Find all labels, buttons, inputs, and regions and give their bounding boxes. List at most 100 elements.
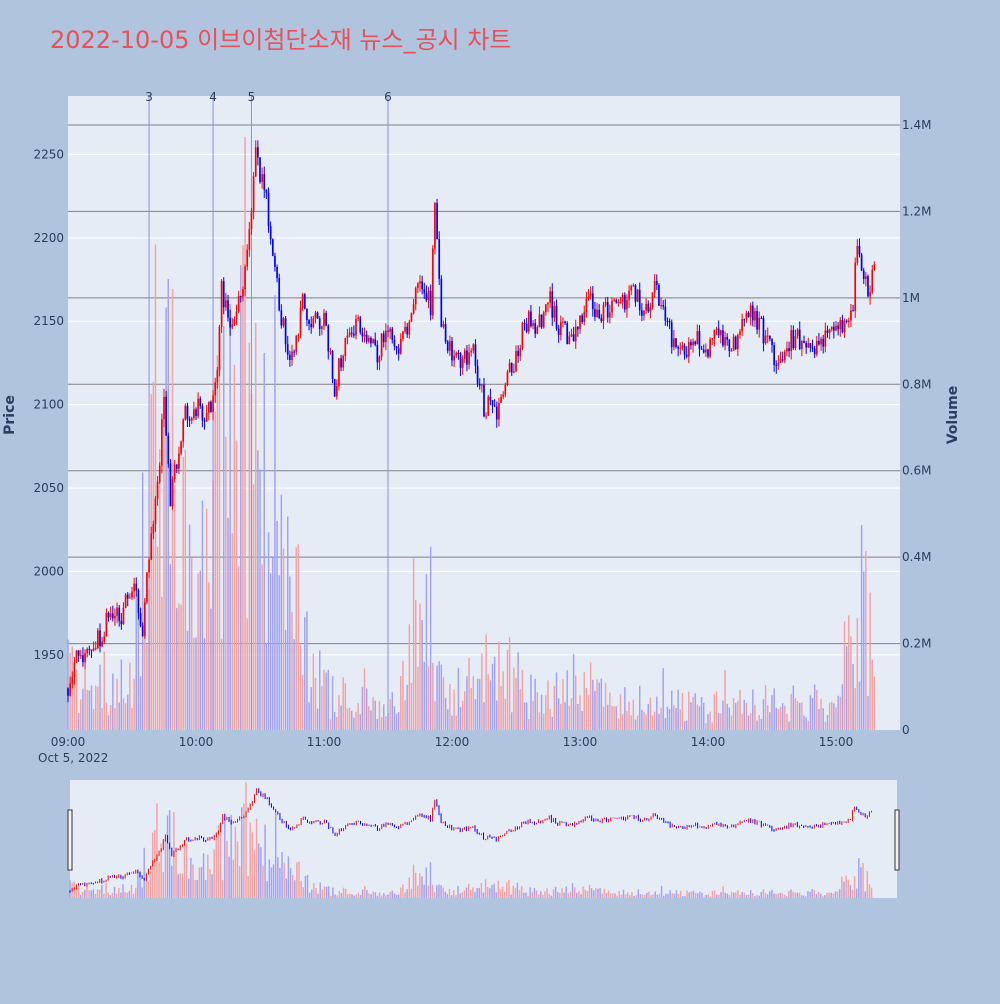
candle-body	[261, 174, 263, 183]
volume-bar	[560, 703, 562, 730]
range-slider-volume-bar	[650, 895, 652, 898]
range-slider-volume-bar	[686, 890, 688, 898]
volume-bar	[312, 653, 315, 730]
volume-bar	[749, 713, 752, 730]
candle-body	[158, 465, 161, 482]
range-slider-volume-bar	[569, 891, 572, 898]
volume-bar	[124, 703, 127, 730]
volume-bar	[489, 680, 492, 730]
range-slider-volume-bar	[378, 892, 381, 898]
volume-bar	[397, 712, 400, 730]
candle-body	[90, 649, 93, 651]
range-slider-volume-bar	[853, 876, 856, 898]
candle-body	[545, 304, 547, 313]
candle-body	[101, 641, 103, 647]
volume-bars	[67, 137, 876, 731]
volume-bar	[668, 709, 671, 730]
candle-body	[291, 351, 293, 361]
candle-body	[171, 479, 174, 507]
range-slider-volume-bar	[207, 854, 209, 898]
candle-body	[828, 329, 831, 333]
range-slider-volume-bar	[737, 890, 739, 898]
range-slider-right-handle[interactable]	[894, 809, 900, 871]
volume-bar	[801, 702, 803, 730]
candle-body	[647, 303, 650, 312]
candle-body	[585, 298, 588, 313]
volume-bar	[272, 557, 274, 730]
volume-bar	[368, 706, 370, 730]
candle-body	[82, 655, 84, 663]
range-slider-volume-bar	[529, 887, 531, 898]
range-slider-volume-bar	[247, 876, 249, 898]
candle-body	[109, 613, 112, 618]
range-slider-volume-bar	[334, 894, 336, 898]
volume-bar	[203, 638, 206, 730]
volume-bar	[346, 708, 349, 730]
candle-body	[698, 331, 701, 349]
candle-body	[474, 344, 477, 366]
candle-body	[444, 324, 447, 342]
candle-body	[263, 174, 266, 190]
time-tick-label: 15:00	[819, 735, 854, 749]
volume-bar	[314, 678, 317, 730]
volume-bar	[858, 681, 861, 730]
volume-bar	[651, 715, 654, 730]
candle-body	[613, 299, 615, 301]
candle-body	[269, 226, 272, 240]
price-tick-label: 1950	[33, 648, 64, 662]
volume-bar	[327, 669, 330, 730]
volume-bar	[860, 525, 863, 730]
volume-bar	[869, 592, 871, 730]
range-slider-left-handle[interactable]	[67, 809, 73, 871]
range-slider-volume-bar	[722, 886, 724, 898]
volume-bar	[88, 690, 91, 730]
range-slider-volume-bar	[349, 893, 351, 898]
price-axis: 1950 2000 2050 2100 2150 2200 2250	[33, 147, 64, 662]
volume-bar	[562, 678, 564, 730]
candle-body	[412, 304, 415, 314]
candle-body	[190, 418, 193, 421]
range-slider-volume-bar	[739, 894, 741, 898]
volume-bar	[540, 694, 543, 730]
candle-body	[579, 315, 581, 330]
range-slider-volume-bar	[476, 887, 478, 898]
volume-bar	[566, 670, 568, 730]
range-slider-volume-bar	[684, 896, 686, 898]
volume-bar	[769, 712, 771, 730]
volume-bar	[611, 705, 613, 730]
candle-body	[500, 396, 502, 403]
volume-bar	[732, 698, 735, 730]
range-slider-volume-bar	[171, 865, 173, 898]
candle-body	[92, 648, 95, 651]
volume-bar	[600, 678, 603, 730]
news-marker-label: 6	[384, 90, 392, 104]
candle-body	[794, 336, 797, 349]
range-slider-volume-bar	[260, 847, 262, 898]
range-slider-volume-bar	[612, 893, 614, 898]
range-slider-volume-bar	[609, 893, 612, 898]
range-slider-volume-bar	[440, 885, 442, 898]
range-slider-volume-bar	[849, 885, 852, 898]
range-slider-volume-bar	[98, 889, 101, 898]
volume-bar	[754, 704, 756, 730]
candle-body	[77, 650, 80, 656]
volume-bar	[592, 679, 594, 730]
candle-body	[184, 405, 187, 420]
volume-bar	[685, 720, 688, 730]
volume-bar	[577, 703, 579, 730]
candle-body	[771, 339, 773, 346]
volume-bar	[197, 573, 199, 730]
range-slider-volume-bar	[858, 858, 860, 898]
range-slider-volume-bar	[306, 874, 309, 898]
candle-body	[803, 341, 805, 343]
candle-body	[79, 655, 82, 657]
range-slider-volume-bar	[633, 895, 635, 898]
range-slider-volume-bar	[86, 886, 88, 898]
main-plot[interactable]: 3 4 5 6	[67, 90, 900, 731]
range-slider[interactable]	[67, 780, 900, 898]
candle-body	[141, 625, 144, 637]
candle-body	[489, 396, 492, 401]
range-slider-volume-bar	[819, 893, 822, 898]
volume-bar	[525, 702, 528, 730]
range-slider-volume-bar	[262, 865, 264, 898]
